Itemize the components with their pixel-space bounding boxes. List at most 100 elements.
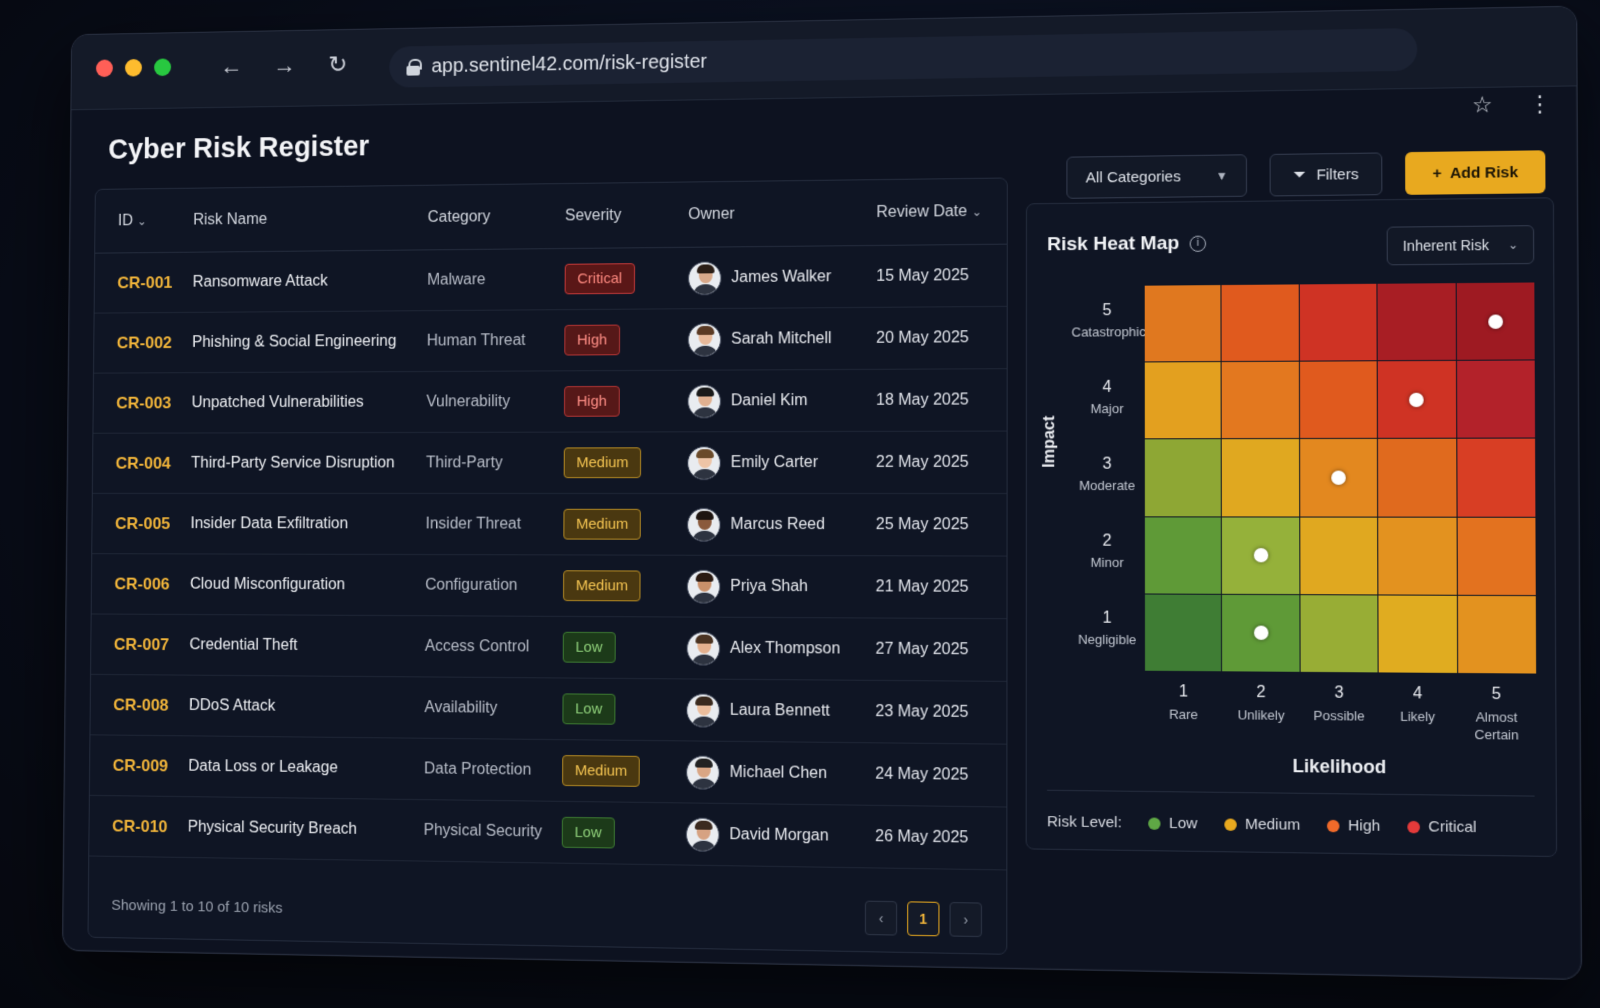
heat-map-cell[interactable]	[1300, 361, 1377, 438]
likelihood-level-number: 2	[1222, 684, 1300, 703]
risk-id[interactable]: CR-010	[89, 816, 187, 837]
owner-name: Priya Shah	[730, 577, 808, 595]
heat-map-cell[interactable]	[1379, 595, 1457, 673]
heat-map-cell[interactable]	[1145, 362, 1221, 438]
risk-name[interactable]: Third-Party Service Disruption	[191, 454, 426, 472]
table-row[interactable]: CR-008 DDoS Attack Availability Low Laura Be…	[90, 675, 1006, 745]
forward-arrow-icon[interactable]: →	[271, 52, 298, 80]
info-icon[interactable]: i	[1190, 236, 1206, 252]
heat-map-cell[interactable]	[1222, 595, 1299, 672]
heat-map-cell[interactable]	[1457, 517, 1536, 595]
heat-map-cell[interactable]	[1222, 284, 1299, 361]
heat-map-cell[interactable]	[1300, 439, 1377, 516]
risk-name[interactable]: Unpatched Vulnerabilities	[192, 393, 427, 411]
severity-badge: Critical	[565, 263, 635, 294]
risk-id[interactable]: CR-002	[94, 333, 192, 353]
reload-icon[interactable]: ↻	[324, 51, 351, 79]
risk-id[interactable]: CR-006	[92, 574, 190, 594]
risk-name[interactable]: Ransomware Attack	[193, 271, 428, 291]
chevron-down-icon: ⌄	[1508, 238, 1519, 252]
table-row[interactable]: CR-003 Unpatched Vulnerabilities Vulnerabi…	[93, 369, 1006, 434]
impact-level-number: 3	[1071, 456, 1142, 474]
risk-id[interactable]: CR-004	[93, 453, 191, 473]
minimize-window-button[interactable]	[125, 59, 142, 77]
category-select[interactable]: All Categories ▼	[1066, 154, 1247, 199]
heat-map-cell[interactable]	[1378, 283, 1456, 360]
header-review-date[interactable]: Review Date ⌄	[866, 202, 1006, 222]
heat-map-cell[interactable]	[1457, 439, 1536, 516]
owner-name: Emily Carter	[731, 453, 818, 471]
address-bar[interactable]: app.sentinel42.com/risk-register	[389, 28, 1417, 88]
table-row[interactable]: CR-010 Physical Security Breach Physical S…	[89, 796, 1006, 871]
maximize-window-button[interactable]	[154, 58, 171, 76]
heat-map-cell[interactable]	[1145, 285, 1221, 362]
severity-badge: High	[564, 325, 620, 356]
review-date: 27 May 2025	[865, 640, 1006, 659]
risk-name[interactable]: DDoS Attack	[189, 697, 425, 717]
risk-name[interactable]: Insider Data Exfiltration	[190, 515, 425, 533]
table-row[interactable]: CR-005 Insider Data Exfiltration Insider T…	[92, 494, 1006, 557]
severity-badge: Low	[562, 693, 615, 724]
header-id[interactable]: ID ⌄	[95, 211, 193, 230]
filters-button[interactable]: ⏷ Filters	[1270, 152, 1383, 196]
next-page-icon[interactable]: ›	[950, 902, 982, 937]
risk-id[interactable]: CR-007	[91, 634, 189, 654]
risk-marker[interactable]	[1253, 548, 1267, 562]
heat-map-cell[interactable]	[1222, 439, 1299, 516]
risk-id[interactable]: CR-005	[92, 514, 190, 534]
risk-id[interactable]: CR-009	[90, 755, 188, 776]
header-owner: Owner	[688, 204, 866, 224]
risk-marker[interactable]	[1331, 471, 1346, 485]
page-number-button[interactable]: 1	[907, 901, 939, 936]
risk-marker[interactable]	[1409, 392, 1424, 406]
table-row[interactable]: CR-004 Third-Party Service Disruption Thir…	[93, 432, 1007, 494]
risk-id[interactable]: CR-003	[94, 393, 192, 413]
risk-name[interactable]: Data Loss or Leakage	[188, 757, 424, 777]
owner-cell: James Walker	[688, 260, 866, 295]
risk-view-select[interactable]: Inherent Risk ⌄	[1387, 225, 1534, 265]
risk-name[interactable]: Phishing & Social Engineering	[192, 332, 427, 351]
legend-item-label: Low	[1169, 815, 1197, 833]
heat-map-cell[interactable]	[1378, 361, 1456, 438]
heat-map-cell[interactable]	[1300, 595, 1378, 672]
table-body: CR-001 Ransomware Attack Malware Critical Ja…	[89, 245, 1007, 871]
heat-map-cell[interactable]	[1300, 517, 1377, 594]
heat-map-cell[interactable]	[1378, 517, 1456, 594]
risk-id[interactable]: CR-008	[91, 695, 189, 715]
heat-map-cell[interactable]	[1457, 361, 1535, 438]
owner-cell: Priya Shah	[687, 569, 866, 604]
likelihood-level-text: Rare	[1145, 705, 1222, 723]
heat-map-cell[interactable]	[1457, 596, 1536, 674]
prev-page-icon[interactable]: ‹	[865, 901, 897, 936]
table-header: ID ⌄ Risk Name Category Severity Owner R…	[95, 178, 1007, 253]
table-row[interactable]: CR-001 Ransomware Attack Malware Critical Ja…	[95, 245, 1007, 314]
risk-name[interactable]: Credential Theft	[189, 636, 425, 655]
heat-map-cell[interactable]	[1300, 284, 1377, 361]
risk-marker[interactable]	[1254, 626, 1268, 640]
table-row[interactable]: CR-002 Phishing & Social Engineering Human…	[94, 307, 1007, 374]
table-row[interactable]: CR-007 Credential Theft Access Control Low A…	[91, 614, 1006, 681]
back-arrow-icon[interactable]: ←	[218, 53, 245, 81]
owner-cell: Laura Bennett	[686, 693, 865, 729]
severity-badge: Low	[563, 632, 616, 663]
chevron-down-icon: ⌄	[972, 204, 982, 218]
heat-map-cell[interactable]	[1145, 440, 1221, 516]
add-risk-button[interactable]: + Add Risk	[1405, 150, 1545, 195]
risk-marker[interactable]	[1488, 314, 1503, 328]
heat-map-cell[interactable]	[1145, 594, 1221, 671]
impact-level-text: Negligible	[1071, 632, 1142, 648]
heat-map-cell[interactable]	[1456, 282, 1534, 360]
heat-map-cell[interactable]	[1222, 517, 1299, 594]
heat-map-cell[interactable]	[1378, 439, 1456, 516]
risk-name[interactable]: Physical Security Breach	[188, 818, 424, 839]
heat-map-cell[interactable]	[1145, 517, 1221, 594]
more-menu-icon[interactable]: ⋮	[1528, 91, 1551, 118]
review-date: 15 May 2025	[866, 266, 1006, 285]
close-window-button[interactable]	[96, 59, 113, 77]
risk-id[interactable]: CR-001	[95, 273, 193, 293]
risk-name[interactable]: Cloud Misconfiguration	[190, 575, 425, 594]
bookmark-star-icon[interactable]: ☆	[1472, 92, 1493, 119]
table-row[interactable]: CR-006 Cloud Misconfiguration Configuratio…	[92, 554, 1007, 619]
likelihood-level-text: Possible	[1300, 707, 1378, 725]
heat-map-cell[interactable]	[1222, 362, 1299, 439]
